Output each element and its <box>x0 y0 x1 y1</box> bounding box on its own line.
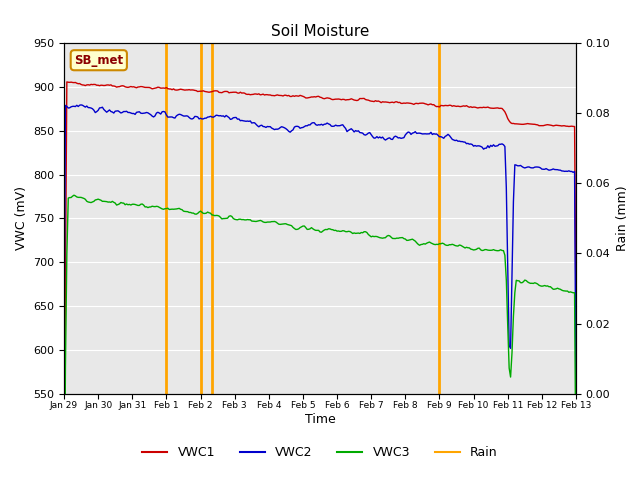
X-axis label: Time: Time <box>305 413 335 426</box>
Text: SB_met: SB_met <box>74 54 124 67</box>
Title: Soil Moisture: Soil Moisture <box>271 24 369 39</box>
Y-axis label: VWC (mV): VWC (mV) <box>15 186 28 251</box>
Legend: VWC1, VWC2, VWC3, Rain: VWC1, VWC2, VWC3, Rain <box>138 441 502 464</box>
Y-axis label: Rain (mm): Rain (mm) <box>616 186 629 251</box>
